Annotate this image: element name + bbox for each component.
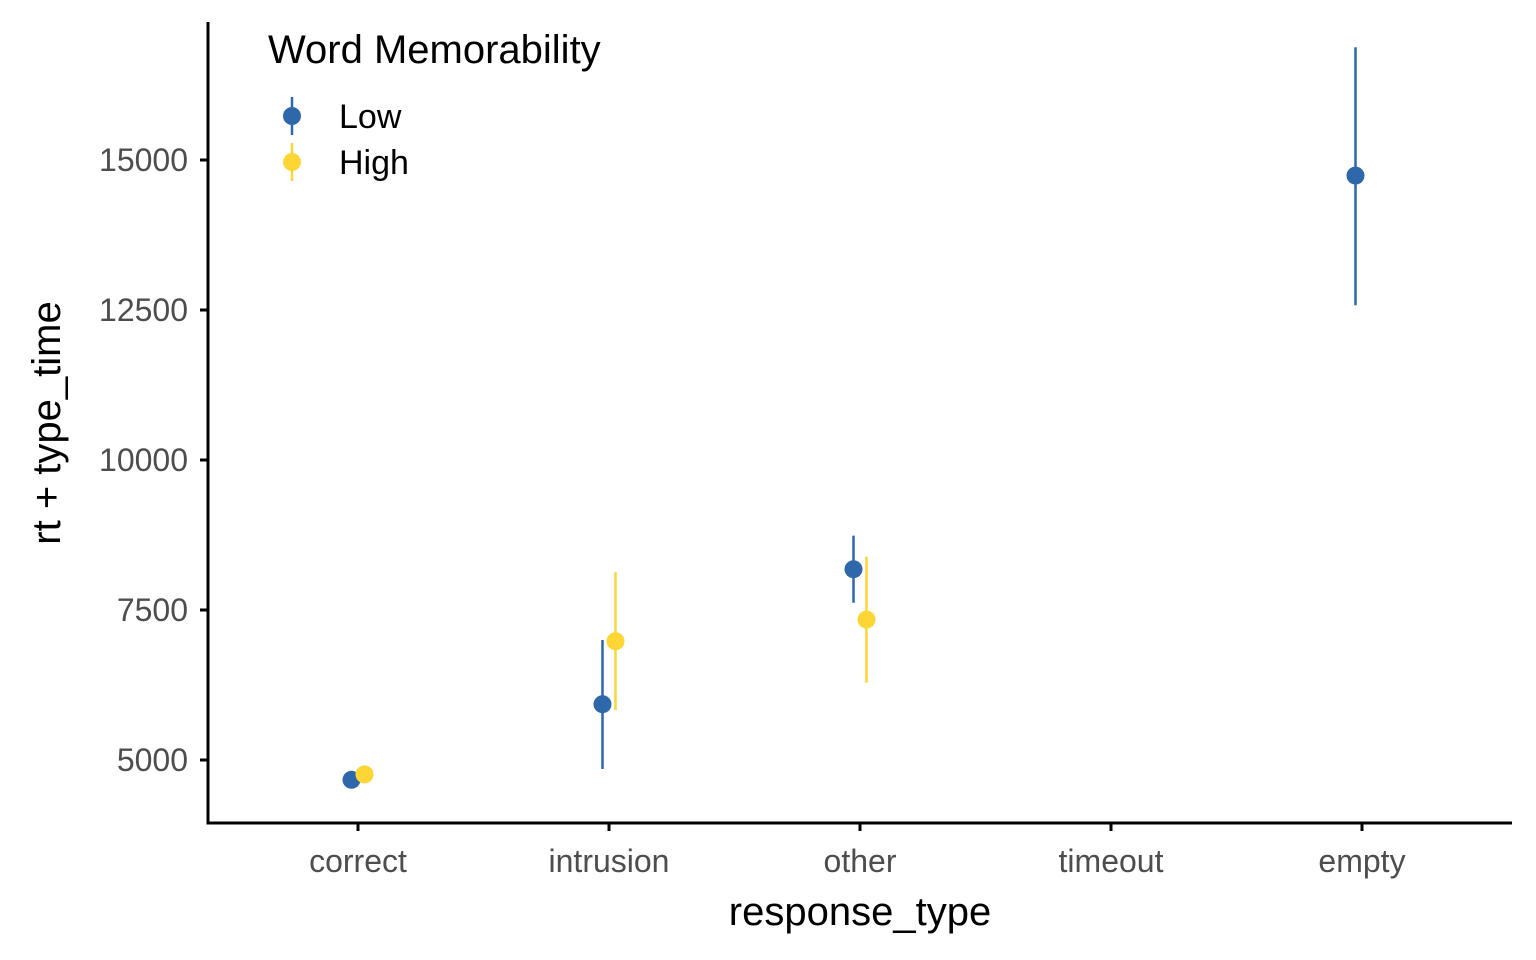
x-tick-label: intrusion <box>549 843 670 879</box>
x-tick-label: empty <box>1318 843 1405 879</box>
legend-items: Low High <box>283 97 409 182</box>
y-tick-label: 15000 <box>99 142 188 178</box>
legend-label: High <box>339 144 409 182</box>
data-point <box>593 695 612 714</box>
x-tick-label: timeout <box>1059 843 1164 879</box>
x-tick-label: correct <box>309 843 407 879</box>
data-point <box>606 632 625 651</box>
data-point <box>857 610 876 629</box>
data-marks <box>342 47 1365 789</box>
series-high <box>355 556 876 784</box>
x-ticks: correct intrusion other timeout empty <box>309 823 1406 879</box>
legend-key-point <box>283 153 301 171</box>
y-tick-label: 7500 <box>117 592 188 628</box>
x-tick-label: other <box>824 843 897 879</box>
y-axis-title: rt + type_time <box>25 301 69 544</box>
legend-title: Word Memorability <box>268 28 601 72</box>
legend-label: Low <box>339 98 402 136</box>
legend-item-high: High <box>283 143 409 182</box>
legend-item-low: Low <box>283 97 402 136</box>
data-point <box>1346 166 1365 185</box>
y-tick-label: 10000 <box>99 442 188 478</box>
data-point <box>355 765 374 784</box>
axes <box>206 22 1512 825</box>
y-tick-label: 5000 <box>117 742 188 778</box>
series-low <box>342 47 1365 789</box>
y-tick-label: 12500 <box>99 292 188 328</box>
legend: Word Memorability Low High <box>268 28 601 182</box>
x-axis-title: response_type <box>729 890 991 934</box>
legend-key-point <box>283 107 301 125</box>
y-ticks: 5000 7500 10000 12500 15000 <box>99 142 208 778</box>
data-point <box>844 560 863 579</box>
